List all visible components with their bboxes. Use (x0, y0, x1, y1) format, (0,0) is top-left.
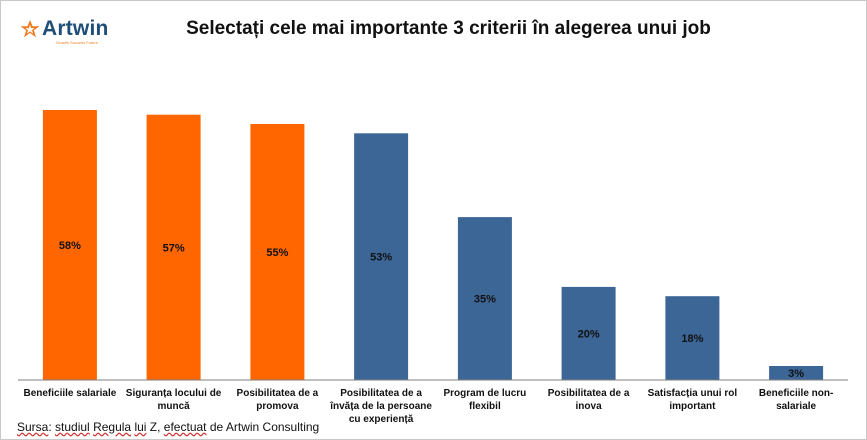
category-labels-group: Beneficiile salariale Siguranța locului d… (23, 388, 833, 425)
source-part: Regula (93, 420, 132, 434)
value-label: 18% (681, 333, 703, 345)
star-icon (20, 20, 40, 38)
source-part: lui (134, 420, 147, 434)
category-label: Beneficiile salariale (23, 388, 116, 399)
category-label: Posibilitatea de a promova (237, 388, 319, 412)
bar (354, 133, 409, 380)
logo-tagline: Growth Success Future (56, 40, 98, 45)
bar (665, 296, 720, 380)
category-label: Posibilitatea de a inova (548, 388, 630, 412)
value-label: 55% (266, 247, 288, 259)
bar (769, 366, 824, 380)
value-label: 57% (163, 242, 185, 254)
category-label: Program de lucru flexibil (443, 388, 526, 412)
category-label: Siguranța locului de muncă (126, 388, 222, 412)
source-part: : (48, 420, 56, 434)
category-label: Beneficiile non-salariale (759, 388, 833, 412)
bar (250, 124, 305, 380)
chart-title-text: Selectați cele mai importante 3 criterii… (186, 18, 711, 39)
value-label: 53% (370, 252, 392, 264)
value-label: 58% (59, 240, 81, 252)
value-label: 3% (788, 368, 804, 380)
source-part: Sursa (17, 420, 49, 434)
category-label: Posibilitatea de a învăța de la persoane c… (329, 388, 432, 425)
bar (42, 110, 97, 380)
chart-title: Selectați cele mai importante 3 criterii… (0, 18, 867, 40)
artwin-logo: Artwin Growth Success Future (20, 18, 109, 45)
source-part: studiul (55, 420, 90, 434)
category-label: Satisfacția unui rol important (648, 388, 738, 412)
bar (561, 286, 616, 380)
source-part: Z, (146, 420, 164, 434)
logo-name: Artwin (42, 17, 109, 40)
bar (146, 114, 201, 380)
value-label: 20% (578, 328, 600, 340)
bars-group (42, 110, 824, 380)
source-note: Sursa: studiul Regula lui Z, efectuat de… (17, 420, 319, 434)
source-part: efectuat (163, 420, 207, 434)
value-labels-group: 58% 57% 55% 53% 35% 20% 18% 3% (59, 240, 804, 380)
source-part: de Artwin Consulting (206, 420, 320, 434)
value-label: 35% (474, 294, 496, 306)
bar (457, 217, 512, 380)
